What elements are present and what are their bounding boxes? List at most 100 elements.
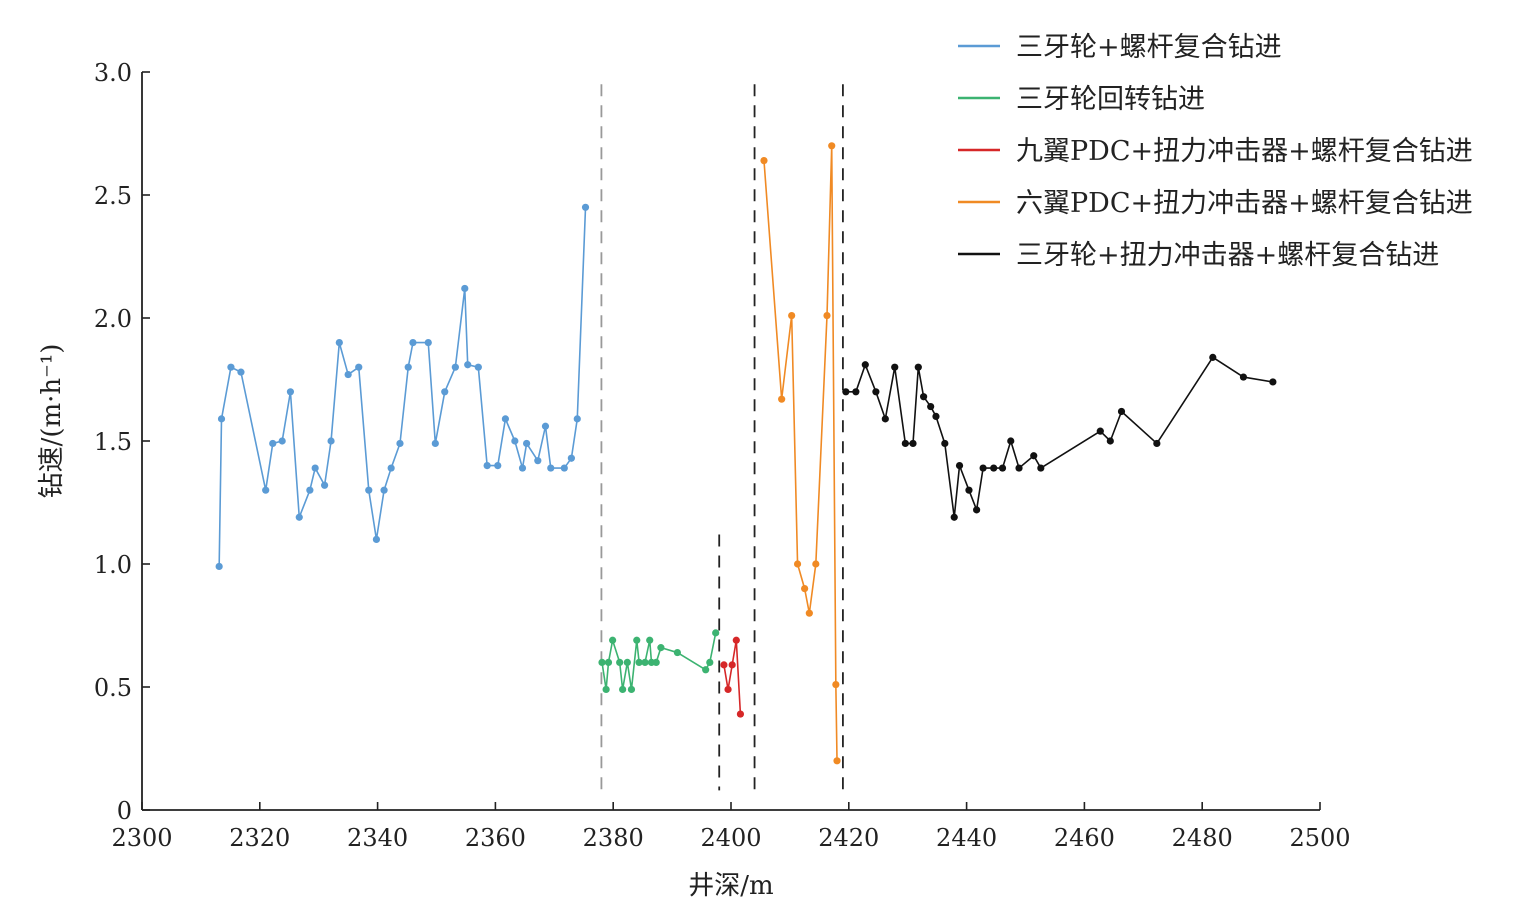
data-point <box>365 486 373 494</box>
data-point <box>706 658 714 667</box>
data-point <box>464 361 472 369</box>
data-point <box>278 437 286 445</box>
data-point <box>602 685 610 694</box>
data-point <box>852 388 860 396</box>
data-point <box>215 562 223 571</box>
data-point <box>712 629 720 637</box>
data-point <box>1269 378 1277 386</box>
series-3 <box>720 636 745 718</box>
series-line <box>218 207 587 567</box>
data-point <box>812 560 820 568</box>
data-point <box>372 535 381 544</box>
data-point <box>832 680 840 689</box>
data-point <box>872 388 880 396</box>
data-point <box>823 311 831 320</box>
data-point <box>217 415 226 423</box>
data-point <box>604 658 613 667</box>
data-point <box>965 486 973 494</box>
data-point <box>451 363 459 371</box>
data-point <box>673 648 682 657</box>
data-point <box>652 658 660 667</box>
data-point <box>778 395 786 403</box>
data-point <box>518 464 527 472</box>
series-line <box>845 356 1274 519</box>
data-point <box>627 685 636 694</box>
data-point <box>269 439 277 448</box>
x-tick-label: 2320 <box>229 824 290 852</box>
legend-label: 三牙轮回转钻进 <box>1016 84 1205 115</box>
data-point <box>641 658 649 667</box>
data-point <box>788 311 796 320</box>
data-point <box>237 368 245 376</box>
x-tick-label: 2340 <box>347 824 408 852</box>
data-point <box>955 462 964 470</box>
data-point <box>633 636 641 644</box>
data-point <box>1037 464 1045 472</box>
data-point <box>932 412 940 420</box>
series-2 <box>598 629 720 694</box>
data-point <box>927 402 935 411</box>
x-axis-title: 井深/m <box>688 871 773 901</box>
data-point <box>635 658 643 667</box>
series-1 <box>215 203 590 571</box>
data-point <box>861 361 869 369</box>
x-tick-label: 2500 <box>1289 824 1350 852</box>
data-point <box>1106 437 1114 445</box>
data-point <box>828 142 836 150</box>
data-point <box>833 757 841 765</box>
data-point <box>404 363 412 371</box>
data-point <box>380 486 388 494</box>
series-5 <box>842 353 1277 521</box>
axes <box>141 72 1320 811</box>
data-point <box>511 437 519 445</box>
data-point <box>262 486 270 494</box>
data-point <box>805 609 813 617</box>
data-point <box>914 363 922 371</box>
data-point <box>891 363 899 371</box>
series-line <box>723 639 742 715</box>
data-point <box>560 464 568 472</box>
data-point <box>295 513 303 521</box>
data-point <box>344 370 352 379</box>
data-point <box>409 339 417 347</box>
y-tick-label: 2.0 <box>94 305 132 333</box>
data-point <box>720 661 728 669</box>
data-point <box>335 339 343 347</box>
data-point <box>547 464 555 472</box>
data-point <box>793 560 802 568</box>
series-line <box>763 145 838 761</box>
data-point <box>646 636 654 644</box>
data-point <box>286 388 295 396</box>
data-point <box>801 585 809 593</box>
data-point <box>1096 427 1104 435</box>
data-point <box>979 464 987 472</box>
data-point <box>736 710 745 718</box>
y-ticks: 0 0.5 1.0 1.5 2.0 2.5 3.0 <box>94 59 150 825</box>
data-point <box>431 439 439 448</box>
data-point <box>1030 452 1038 460</box>
data-point <box>619 685 627 694</box>
data-point <box>941 439 949 448</box>
x-tick-label: 2420 <box>818 824 879 852</box>
data-point <box>1117 407 1126 416</box>
data-point <box>616 658 624 667</box>
data-point <box>501 415 510 423</box>
data-point <box>623 658 631 667</box>
legend-item: 九翼PDC+扭力冲击器+螺杆复合钻进 <box>958 136 1473 167</box>
legend-item: 三牙轮+扭力冲击器+螺杆复合钻进 <box>958 240 1439 271</box>
data-point <box>990 464 998 472</box>
data-point <box>396 439 404 448</box>
x-tick-label: 2300 <box>111 824 172 852</box>
data-point <box>387 464 395 472</box>
data-point <box>441 388 449 396</box>
data-point <box>909 439 917 448</box>
data-point <box>355 363 363 371</box>
data-point <box>581 203 590 211</box>
data-point <box>760 156 768 165</box>
y-tick-label: 1.0 <box>94 551 132 579</box>
data-point <box>227 363 235 371</box>
data-point <box>320 481 329 489</box>
y-tick-label: 2.5 <box>94 182 132 210</box>
data-point <box>534 457 542 465</box>
